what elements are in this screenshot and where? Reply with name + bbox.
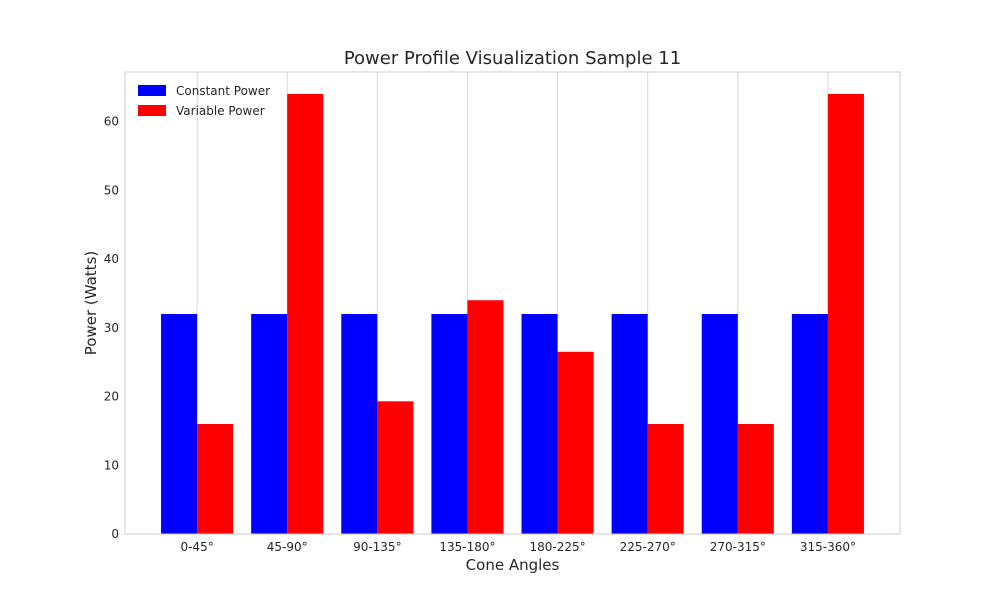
legend-swatch [138, 105, 166, 116]
plot-frame [124, 71, 901, 535]
legend-label: Variable Power [176, 104, 265, 118]
bar-variable-power [287, 94, 324, 534]
bar-variable-power [467, 300, 504, 534]
bar-variable-power [827, 94, 864, 534]
y-tick-label: 30 [104, 321, 119, 335]
y-tick-label: 20 [104, 390, 119, 404]
bar-constant-power [251, 314, 288, 534]
ticks-layer: 0-45° 45-90° 90-135° 135-180° 180-225° 225-27… [104, 115, 856, 555]
bar-constant-power [611, 314, 648, 534]
x-tick-label: 270-315° [710, 540, 766, 554]
bar-variable-power [197, 424, 234, 534]
legend: Constant Power Variable Power [138, 84, 270, 118]
bar-constant-power [431, 314, 468, 534]
x-tick-label: 225-270° [620, 540, 676, 554]
legend-label: Constant Power [176, 84, 270, 98]
bar-constant-power [341, 314, 378, 534]
x-tick-label: 90-135° [353, 540, 402, 554]
bar-constant-power [791, 314, 828, 534]
legend-swatch [138, 85, 166, 96]
chart-title: Power Profile Visualization Sample 11 [344, 48, 681, 69]
bar-constant-power [521, 314, 558, 534]
y-tick-label: 0 [111, 527, 119, 541]
x-axis-label: Cone Angles [466, 556, 560, 574]
x-tick-label: 315-360° [800, 540, 856, 554]
y-tick-label: 10 [104, 458, 119, 472]
x-tick-label: 180-225° [529, 540, 585, 554]
bar-variable-power [737, 424, 774, 534]
bar-variable-power [557, 351, 594, 534]
x-tick-label: 135-180° [439, 540, 495, 554]
bar-variable-power [647, 424, 684, 534]
bar-constant-power [701, 314, 738, 534]
y-axis-label: Power (Watts) [82, 251, 100, 355]
y-tick-label: 50 [104, 183, 119, 197]
bars-layer [161, 94, 864, 534]
bar-variable-power [377, 401, 414, 534]
y-tick-label: 40 [104, 252, 119, 266]
bar-constant-power [161, 314, 198, 534]
y-tick-label: 60 [104, 115, 119, 129]
x-tick-label: 0-45° [180, 540, 213, 554]
x-tick-label: 45-90° [267, 540, 308, 554]
